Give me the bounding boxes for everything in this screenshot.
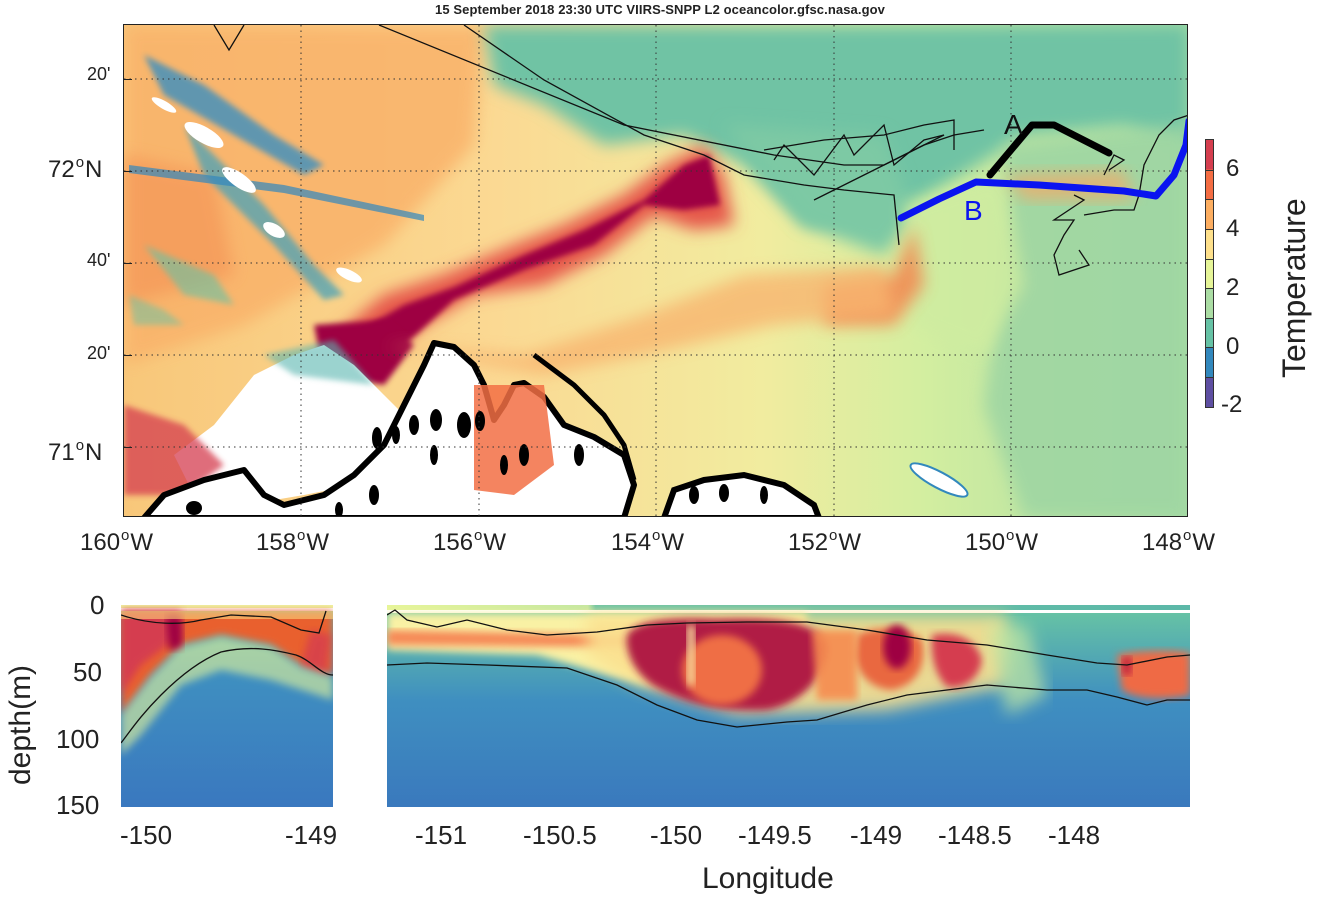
map-x-tick-154W: 154oW (611, 527, 685, 556)
colorbar-tick-6: 6 (1226, 155, 1240, 182)
section-right-plot (387, 605, 1190, 807)
transect-b-label: B (964, 195, 983, 226)
y-tick-mark (124, 263, 132, 264)
section-left-plot (121, 605, 333, 807)
depth-tick-50: 50 (73, 657, 102, 687)
map-x-tick-148W: 148oW (1142, 527, 1216, 556)
y-tick-mark (124, 355, 132, 356)
depth-tick-150: 150 (56, 790, 100, 820)
right-x-tick-neg149-5: -149.5 (738, 820, 812, 850)
right-x-tick-neg150: -150 (650, 820, 703, 850)
left-x-tick-neg149: -149 (285, 820, 338, 850)
ship-tracks (213, 25, 1187, 276)
sst-map-image (124, 25, 1187, 516)
depth-axis-label: depth(m) (4, 664, 37, 785)
y-tick-mark (124, 79, 132, 80)
coastal-lakes (186, 409, 768, 516)
map-y-tick-20min-lower: 20' (87, 343, 111, 363)
transect-a-label: A (1004, 109, 1023, 140)
longitude-axis-label: Longitude (702, 862, 834, 895)
map-y-tick-72N: 72oN (48, 154, 103, 183)
y-tick-mark (124, 171, 132, 172)
map-x-tick-150W: 150oW (965, 527, 1039, 556)
right-x-tick-neg150-5: -150.5 (523, 820, 597, 850)
map-y-tick-40min: 40' (87, 250, 111, 270)
map-x-tick-158W: 158oW (256, 527, 330, 556)
right-x-tick-neg149: -149 (850, 820, 903, 850)
sea-ice-streaks (129, 55, 424, 325)
right-x-tick-neg148-5: -148.5 (938, 820, 1012, 850)
map-y-tick-20min-upper: 20' (87, 64, 111, 84)
right-x-tick-neg151: -151 (415, 820, 468, 850)
depth-tick-0: 0 (90, 590, 105, 620)
sst-map: A B (123, 24, 1188, 517)
map-x-tick-152W: 152oW (788, 527, 862, 556)
right-x-tick-neg148: -148 (1048, 820, 1101, 850)
transect-b-line (897, 118, 1187, 222)
colorbar (1205, 139, 1214, 408)
colorbar-tick-0: 0 (1226, 333, 1240, 360)
colorbar-tick-neg2: -2 (1221, 391, 1243, 418)
colorbar-label: Temperature (1276, 198, 1312, 378)
colorbar-tick-2: 2 (1226, 274, 1240, 301)
colorbar-tick-4: 4 (1226, 215, 1240, 242)
transect-a-line (986, 121, 1113, 179)
section-right-image (387, 605, 1190, 807)
map-x-tick-156W: 156oW (433, 527, 507, 556)
map-y-tick-71N: 71oN (48, 437, 103, 466)
map-x-tick-160W: 160oW (80, 527, 154, 556)
figure-title: 15 September 2018 23:30 UTC VIIRS-SNPP L… (435, 2, 885, 17)
y-tick-mark (124, 447, 132, 448)
map-gridlines (124, 25, 1187, 516)
left-x-tick-neg150: -150 (120, 820, 173, 850)
depth-tick-100: 100 (56, 724, 100, 754)
section-left-image (121, 605, 333, 807)
